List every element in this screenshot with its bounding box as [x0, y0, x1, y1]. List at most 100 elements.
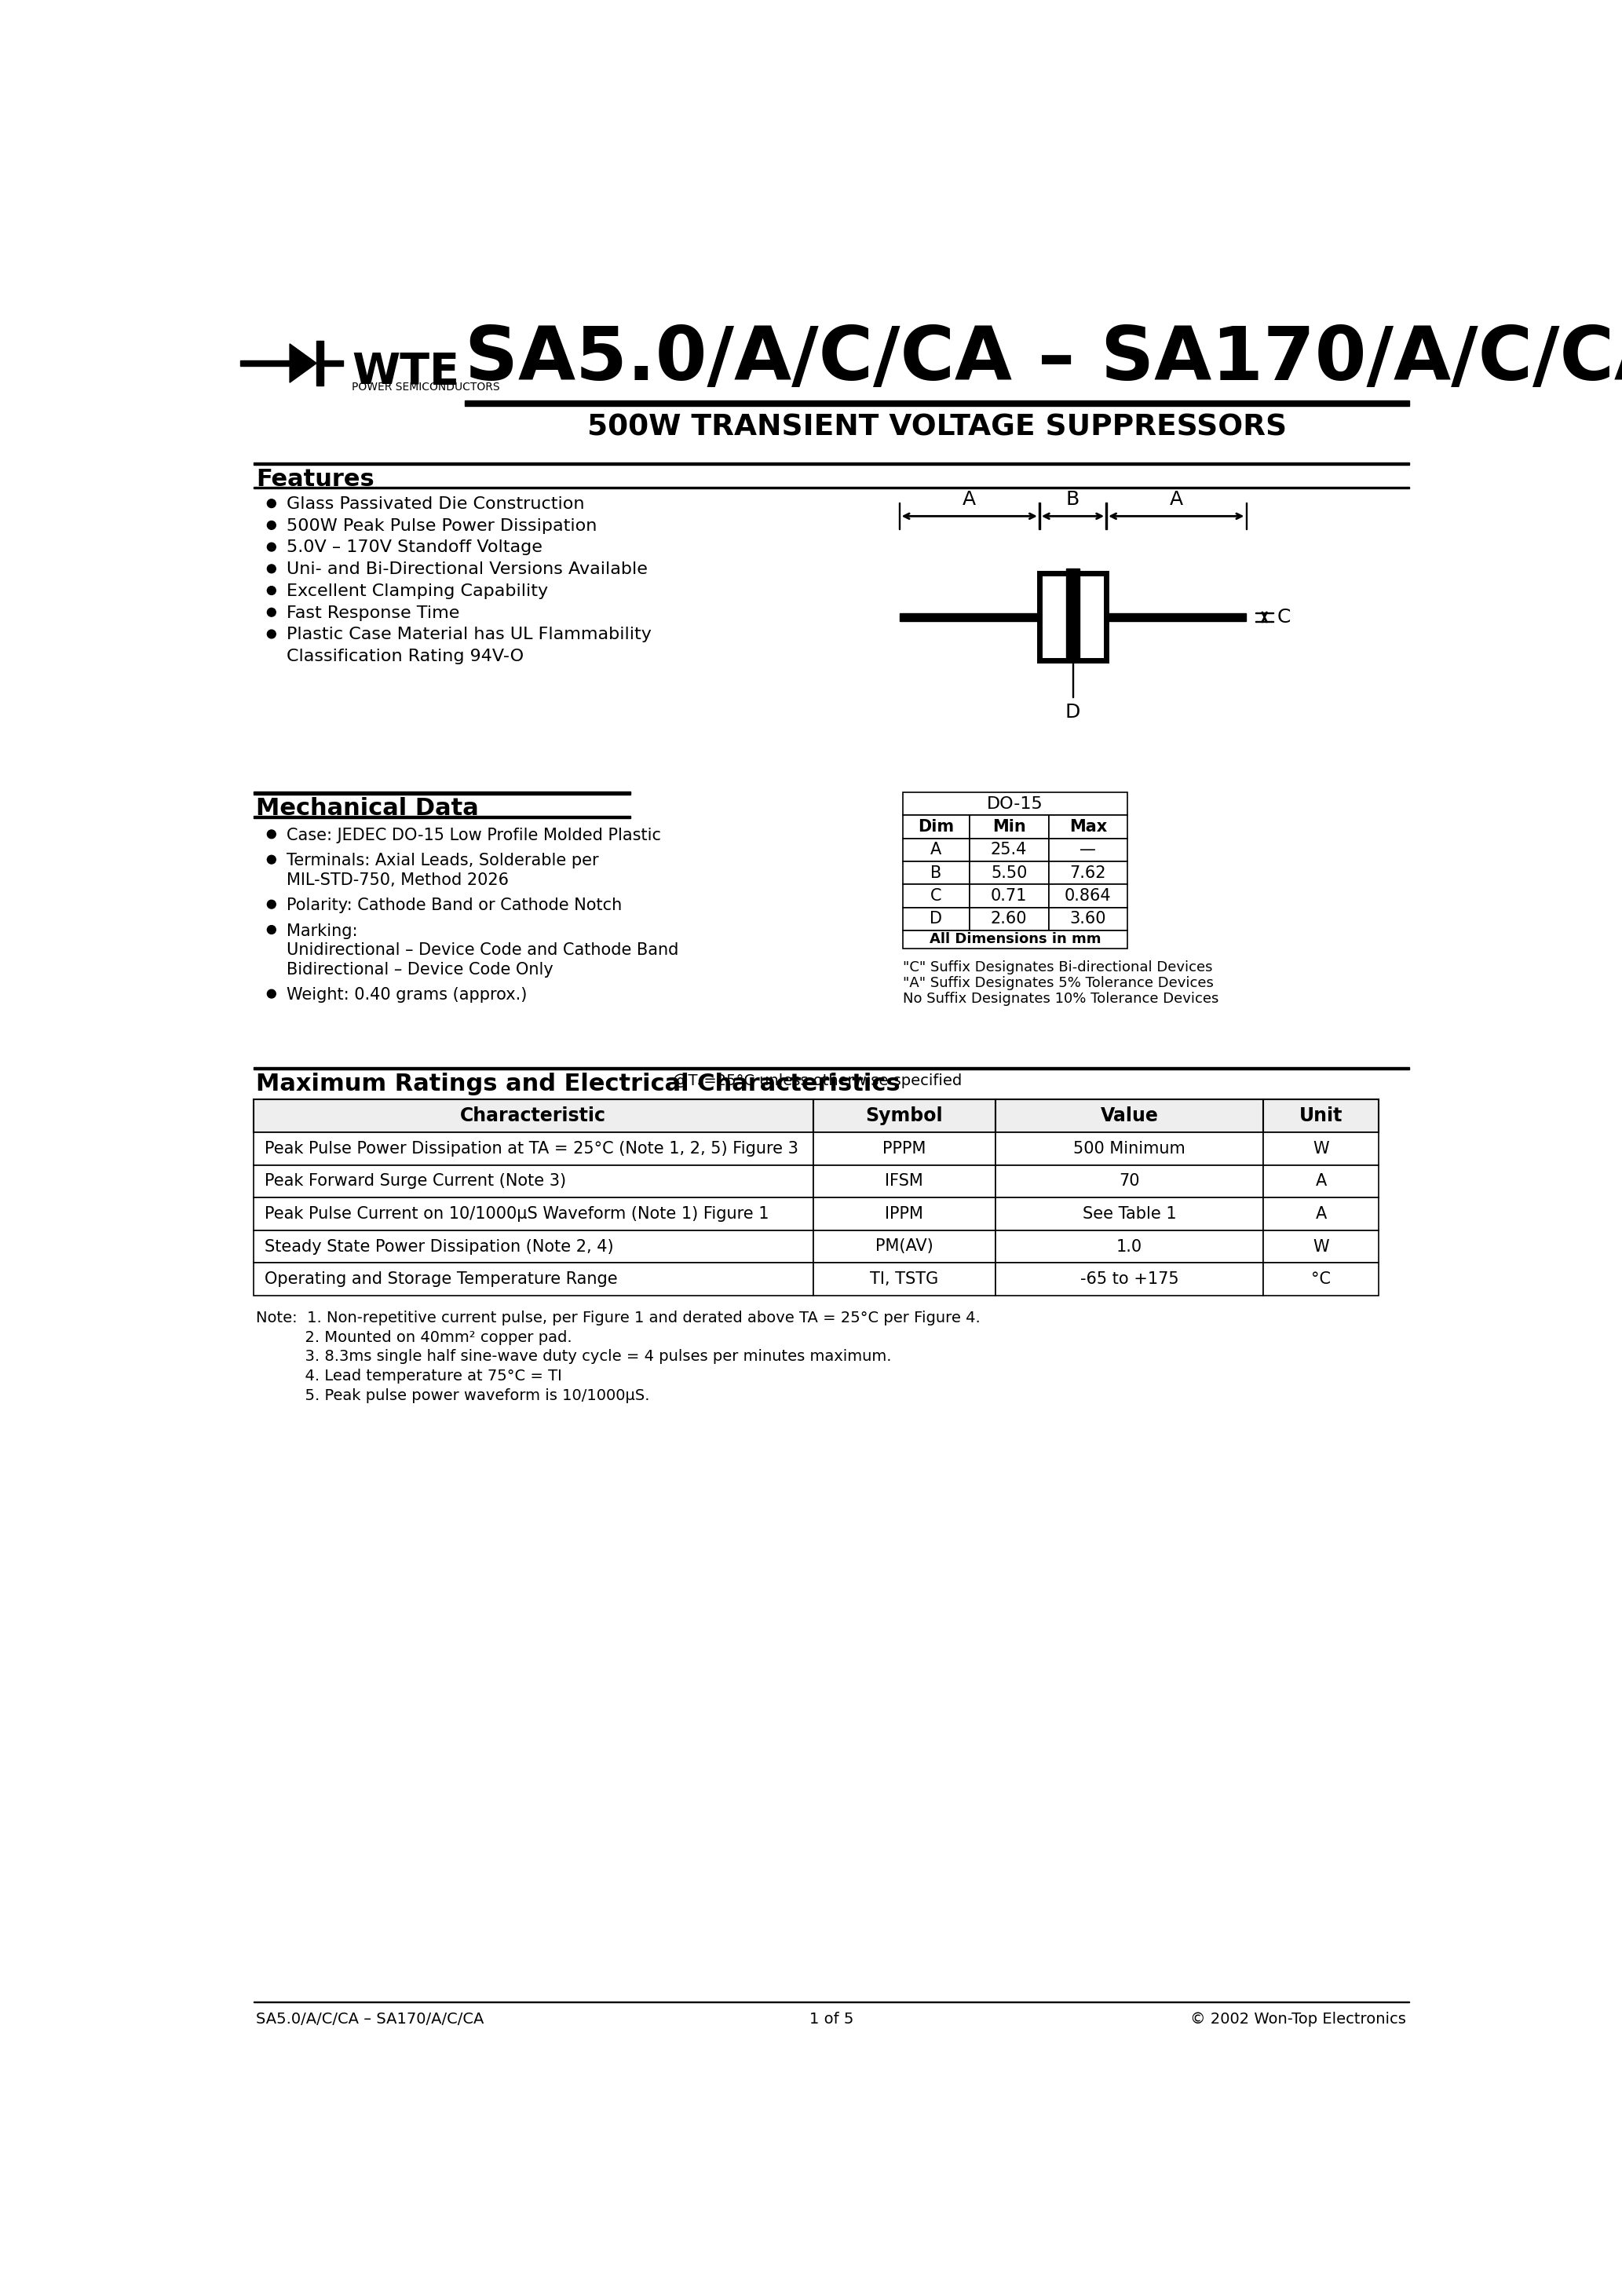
Text: 500W Peak Pulse Power Dissipation: 500W Peak Pulse Power Dissipation	[287, 519, 597, 533]
Bar	[253, 792, 631, 794]
Text: Case: JEDEC DO-15 Low Profile Molded Plastic: Case: JEDEC DO-15 Low Profile Molded Pla…	[287, 827, 662, 843]
Bar	[253, 1199, 813, 1231]
Text: Terminals: Axial Leads, Solderable per: Terminals: Axial Leads, Solderable per	[287, 852, 599, 868]
Text: @Tₐ=25°C unless otherwise specified: @Tₐ=25°C unless otherwise specified	[673, 1075, 962, 1088]
Text: IPPM: IPPM	[886, 1205, 923, 1221]
Text: Mechanical Data: Mechanical Data	[256, 797, 478, 820]
Text: A: A	[1169, 489, 1182, 510]
Text: Plastic Case Material has UL Flammability: Plastic Case Material has UL Flammabilit…	[287, 627, 652, 643]
Bar	[1106, 613, 1246, 622]
Text: "A" Suffix Designates 5% Tolerance Devices: "A" Suffix Designates 5% Tolerance Devic…	[902, 976, 1213, 990]
Text: PPPM: PPPM	[882, 1141, 926, 1157]
Text: Marking:: Marking:	[287, 923, 358, 939]
Text: 1 of 5: 1 of 5	[809, 2011, 853, 2027]
Bar	[253, 1164, 813, 1199]
Text: °C: °C	[1311, 1272, 1332, 1288]
Bar	[1066, 567, 1080, 659]
Text: POWER SEMICONDUCTORS: POWER SEMICONDUCTORS	[352, 381, 500, 393]
Text: WTE: WTE	[352, 351, 459, 393]
Text: 25.4: 25.4	[991, 843, 1027, 859]
Text: -65 to +175: -65 to +175	[1080, 1272, 1179, 1288]
Bar	[902, 884, 970, 907]
Text: DO-15: DO-15	[986, 797, 1043, 813]
Circle shape	[268, 629, 276, 638]
Text: Uni- and Bi-Directional Versions Available: Uni- and Bi-Directional Versions Availab…	[287, 563, 647, 576]
Bar	[1048, 861, 1127, 884]
Circle shape	[268, 900, 276, 909]
Bar	[1048, 884, 1127, 907]
Text: 1.0: 1.0	[1116, 1240, 1142, 1254]
Bar	[1048, 815, 1127, 838]
Bar	[902, 792, 1127, 815]
Bar	[253, 1231, 813, 1263]
Bar	[900, 613, 1040, 622]
Text: Operating and Storage Temperature Range: Operating and Storage Temperature Range	[264, 1272, 618, 1288]
Bar	[996, 1100, 1264, 1132]
Text: 5. Peak pulse power waveform is 10/1000μS.: 5. Peak pulse power waveform is 10/1000μ…	[256, 1389, 650, 1403]
Text: A: A	[1315, 1205, 1327, 1221]
Text: 4. Lead temperature at 75°C = TI: 4. Lead temperature at 75°C = TI	[256, 1368, 563, 1384]
Text: Characteristic: Characteristic	[461, 1107, 607, 1125]
Text: Weight: 0.40 grams (approx.): Weight: 0.40 grams (approx.)	[287, 987, 527, 1003]
Circle shape	[268, 542, 276, 551]
Text: Dim: Dim	[918, 820, 954, 836]
Text: Min: Min	[993, 820, 1025, 836]
Circle shape	[268, 990, 276, 999]
Text: TI, TSTG: TI, TSTG	[869, 1272, 939, 1288]
Text: 7.62: 7.62	[1071, 866, 1106, 882]
Text: D: D	[1066, 703, 1080, 721]
Text: 3.60: 3.60	[1071, 912, 1106, 928]
Bar	[996, 1199, 1264, 1231]
Bar	[996, 1132, 1264, 1164]
Bar	[902, 907, 970, 930]
Bar	[1040, 574, 1106, 661]
Text: Unidirectional – Device Code and Cathode Band: Unidirectional – Device Code and Cathode…	[287, 941, 678, 957]
Bar	[318, 360, 342, 365]
Text: Excellent Clamping Capability: Excellent Clamping Capability	[287, 583, 548, 599]
Text: Bidirectional – Device Code Only: Bidirectional – Device Code Only	[287, 962, 553, 978]
Text: 5.0V – 170V Standoff Voltage: 5.0V – 170V Standoff Voltage	[287, 540, 542, 556]
Text: Note:  1. Non-repetitive current pulse, per Figure 1 and derated above TA = 25°C: Note: 1. Non-repetitive current pulse, p…	[256, 1311, 981, 1325]
Text: Classification Rating 94V-O: Classification Rating 94V-O	[287, 647, 524, 664]
Text: Features: Features	[256, 468, 375, 491]
Bar	[240, 360, 289, 365]
Bar	[902, 815, 970, 838]
Text: SA5.0/A/C/CA – SA170/A/C/CA: SA5.0/A/C/CA – SA170/A/C/CA	[256, 2011, 485, 2027]
Text: A: A	[931, 843, 941, 859]
Bar	[970, 884, 1048, 907]
Text: 2.60: 2.60	[991, 912, 1027, 928]
Bar	[1264, 1231, 1379, 1263]
Text: 500 Minimum: 500 Minimum	[1074, 1141, 1186, 1157]
Bar	[1264, 1100, 1379, 1132]
Text: 3. 8.3ms single half sine-wave duty cycle = 4 pulses per minutes maximum.: 3. 8.3ms single half sine-wave duty cycl…	[256, 1350, 892, 1364]
Circle shape	[268, 608, 276, 618]
Text: "C" Suffix Designates Bi-directional Devices: "C" Suffix Designates Bi-directional Dev…	[902, 960, 1212, 976]
Text: See Table 1: See Table 1	[1082, 1205, 1176, 1221]
Bar	[1264, 1199, 1379, 1231]
Circle shape	[268, 585, 276, 595]
Text: 500W TRANSIENT VOLTAGE SUPPRESSORS: 500W TRANSIENT VOLTAGE SUPPRESSORS	[587, 413, 1286, 441]
Text: A: A	[963, 489, 976, 510]
Bar	[1264, 1132, 1379, 1164]
Text: All Dimensions in mm: All Dimensions in mm	[929, 932, 1101, 946]
Text: 0.864: 0.864	[1064, 889, 1111, 905]
Text: 2. Mounted on 40mm² copper pad.: 2. Mounted on 40mm² copper pad.	[256, 1329, 573, 1345]
Text: D: D	[929, 912, 942, 928]
Text: Polarity: Cathode Band or Cathode Notch: Polarity: Cathode Band or Cathode Notch	[287, 898, 623, 914]
Bar	[902, 838, 970, 861]
Text: —: —	[1080, 843, 1096, 859]
Text: SA5.0/A/C/CA – SA170/A/C/CA: SA5.0/A/C/CA – SA170/A/C/CA	[464, 324, 1622, 397]
Bar	[253, 461, 1410, 464]
Bar	[996, 1263, 1264, 1295]
Text: B: B	[931, 866, 941, 882]
Bar	[813, 1231, 996, 1263]
Bar	[316, 340, 324, 386]
Bar	[1048, 907, 1127, 930]
Text: 70: 70	[1119, 1173, 1140, 1189]
Bar	[902, 861, 970, 884]
Bar	[1264, 1263, 1379, 1295]
Text: Max: Max	[1069, 820, 1106, 836]
Text: Maximum Ratings and Electrical Characteristics: Maximum Ratings and Electrical Character…	[256, 1072, 900, 1095]
Bar	[970, 907, 1048, 930]
Bar	[996, 1164, 1264, 1199]
